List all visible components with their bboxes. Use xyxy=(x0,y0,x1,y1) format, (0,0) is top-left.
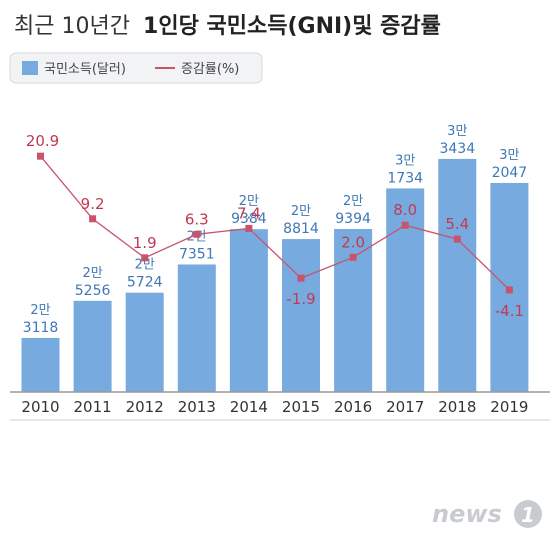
growth-point-2010 xyxy=(37,152,44,160)
x-axis-ticks: 2010 2011 2012 2013 2014 2015 2016 2017 2018 2019 xyxy=(21,398,528,416)
x-tick-2011: 2011 xyxy=(74,398,112,416)
growth-point-2018 xyxy=(453,235,461,243)
growth-point-2011 xyxy=(89,215,97,223)
growth-point-2019 xyxy=(505,286,513,294)
bar-2010 xyxy=(21,337,60,392)
bar-label-top-2016: 2만 xyxy=(343,194,363,209)
growth-label-2019: -4.1 xyxy=(495,302,524,320)
growth-point-2017 xyxy=(401,221,409,229)
growth-line xyxy=(40,155,510,291)
bar-label-2015: 8814 xyxy=(283,221,319,237)
bar-label-2011: 5256 xyxy=(75,283,111,299)
news1-logo: news 1 xyxy=(432,500,542,528)
growth-point-2012 xyxy=(141,254,149,262)
growth-point-2015 xyxy=(297,274,305,282)
bar-label-2016: 9394 xyxy=(335,211,371,227)
bar-2016 xyxy=(334,229,373,392)
bar-label-top-2019: 3만 xyxy=(499,148,519,163)
x-tick-2014: 2014 xyxy=(230,398,268,416)
logo-mark-circle xyxy=(514,500,542,528)
bar-label-2014: 9384 xyxy=(231,211,267,227)
growth-label-2016: 2.0 xyxy=(341,233,365,251)
line-series: 20.9 9.2 1.9 6.3 7.4 -1.9 2.0 8.0 5.4 -4.1 xyxy=(26,132,524,320)
legend-bar-swatch xyxy=(22,61,38,75)
bar-label-2019: 2047 xyxy=(492,165,528,181)
growth-label-2014: 7.4 xyxy=(237,204,261,222)
growth-label-2012: 1.9 xyxy=(133,234,157,252)
logo-mark: 1 xyxy=(521,503,535,527)
bar-label-top-2017: 3만 xyxy=(395,153,415,168)
bar-label-2010: 3118 xyxy=(23,320,59,336)
legend-bar-label: 국민소득(달러) xyxy=(44,62,126,77)
bar-label-top-2014: 2만 xyxy=(239,194,259,209)
growth-point-2016 xyxy=(349,253,357,261)
x-tick-2015: 2015 xyxy=(282,398,320,416)
growth-label-2010: 20.9 xyxy=(26,132,59,150)
bar-label-2012: 5724 xyxy=(127,275,163,291)
bar-label-2017: 1734 xyxy=(387,170,423,186)
bar-label-2013: 7351 xyxy=(179,246,215,262)
legend: 국민소득(달러) 증감률(%) xyxy=(9,52,263,84)
title-bold: 1인당 국민소득(GNI)및 증감률 xyxy=(143,14,441,39)
growth-label-2013: 6.3 xyxy=(185,210,209,228)
bar-2018 xyxy=(438,158,477,392)
bar-label-top-2018: 3만 xyxy=(447,124,467,139)
growth-label-2018: 5.4 xyxy=(445,215,469,233)
legend-line-label: 증감률(%) xyxy=(181,62,239,77)
bar-2012 xyxy=(125,292,164,392)
x-tick-2018: 2018 xyxy=(438,398,476,416)
logo-text: news xyxy=(432,500,502,528)
growth-point-2013 xyxy=(193,230,201,238)
x-tick-2012: 2012 xyxy=(126,398,164,416)
growth-label-2015: -1.9 xyxy=(286,290,315,308)
growth-label-2017: 8.0 xyxy=(393,201,417,219)
bar-2013 xyxy=(177,264,216,392)
bar-2015 xyxy=(282,239,320,392)
bar-label-top-2012: 2만 xyxy=(135,258,155,273)
legend-box xyxy=(9,52,263,84)
bar-label-top-2011: 2만 xyxy=(82,266,102,281)
x-tick-2017: 2017 xyxy=(386,398,424,416)
bar-2011 xyxy=(73,300,112,392)
x-tick-2013: 2013 xyxy=(178,398,216,416)
x-tick-2019: 2019 xyxy=(490,398,528,416)
bar-label-top-2015: 2만 xyxy=(291,204,311,219)
x-tick-2010: 2010 xyxy=(21,398,59,416)
bar-label-2018: 3434 xyxy=(439,141,475,157)
x-tick-2016: 2016 xyxy=(334,398,372,416)
growth-point-2014 xyxy=(245,224,253,232)
chart-title: 최근 10년간 1인당 국민소득(GNI)및 증감률 xyxy=(14,14,441,39)
bar-2014 xyxy=(229,229,268,392)
growth-label-2011: 9.2 xyxy=(81,195,105,213)
bar-series: 2만31182만52562만57242만73512만93842만88142만93… xyxy=(21,124,529,392)
bar-label-top-2010: 2만 xyxy=(30,303,50,318)
title-light: 최근 10년간 xyxy=(14,14,130,39)
